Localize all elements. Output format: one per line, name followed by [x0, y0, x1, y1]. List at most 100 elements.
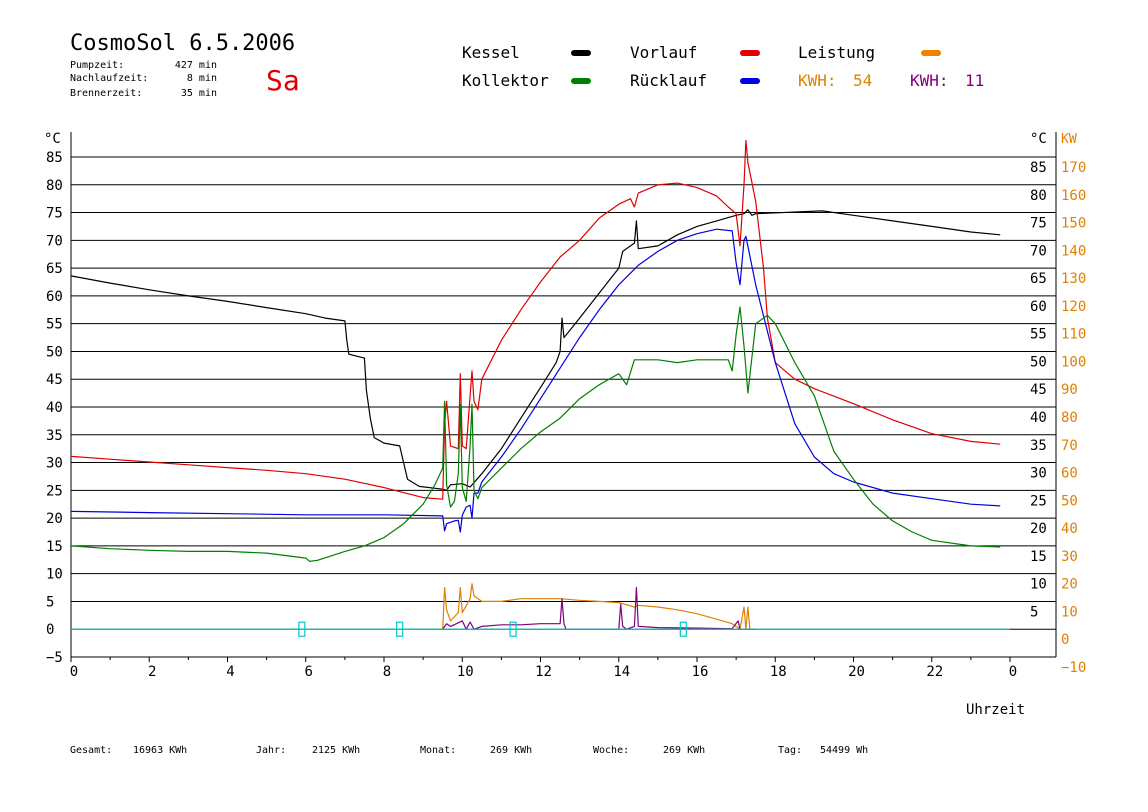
legend-label-kollektor: Kollektor [462, 71, 549, 90]
day-label: Sa [266, 64, 300, 97]
footer-value-woche: 269 KWh [663, 745, 705, 756]
y-right-tick-label: 20 [1030, 521, 1047, 537]
y-right-tick-label: 70 [1030, 243, 1047, 259]
y-left-tick-label: 70 [46, 233, 63, 249]
x-tick-label: 0 [70, 664, 78, 680]
y-right-tick-label: 65 [1030, 271, 1047, 287]
footer-value-gesamt: 16963 KWh [133, 745, 187, 756]
legend-swatch-vorlauf [740, 50, 760, 56]
legend-swatch-leistung [921, 50, 941, 56]
chart-title: CosmoSol 6.5.2006 [70, 31, 295, 56]
y-kw-tick-label: 110 [1061, 327, 1086, 343]
footer-label-woche: Woche: [593, 745, 629, 756]
y-right-tick-label: 45 [1030, 382, 1047, 398]
footer-label-tag: Tag: [778, 745, 802, 756]
y-left-tick-label: 10 [46, 567, 63, 583]
y-left-tick-label: −5 [46, 650, 63, 666]
tick-labels: 8580757065605550454035302520151050−58580… [46, 150, 1086, 680]
y-left-tick-label: 5 [46, 594, 54, 610]
y-left-tick-label: 50 [46, 344, 63, 360]
legend-label-vorlauf: Vorlauf [630, 43, 697, 62]
y-right-tick-label: 40 [1030, 410, 1047, 426]
x-tick-label: 14 [613, 664, 630, 680]
x-tick-label: 22 [926, 664, 943, 680]
stat-label-nachlaufzeit: Nachlaufzeit: [70, 73, 148, 84]
y-right-unit: °C [1030, 131, 1047, 147]
y-left-tick-label: 75 [46, 206, 63, 222]
y-right-tick-label: 10 [1030, 577, 1047, 593]
y-left-tick-label: 60 [46, 289, 63, 305]
y-kw-tick-label: 100 [1061, 354, 1086, 370]
y-right-tick-label: 5 [1030, 604, 1038, 620]
kwh-value-leistung: 54 [853, 71, 872, 90]
y-left-tick-label: 85 [46, 150, 63, 166]
footer-value-monat: 269 KWh [490, 745, 532, 756]
legend-swatch-ruecklauf [740, 78, 760, 84]
y-kw-tick-label: 70 [1061, 438, 1078, 454]
y-left-tick-label: 45 [46, 372, 63, 388]
y-kw-tick-label: 0 [1061, 632, 1069, 648]
x-tick-label: 10 [457, 664, 474, 680]
y-left-tick-label: 80 [46, 178, 63, 194]
x-tick-label: 4 [226, 664, 234, 680]
y-kw-tick-label: 30 [1061, 549, 1078, 565]
y-left-tick-label: 25 [46, 483, 63, 499]
stat-label-pumpzeit: Pumpzeit: [70, 60, 124, 71]
pump-marker [679, 621, 687, 637]
pump-marker [509, 621, 517, 637]
y-left-tick-label: 65 [46, 261, 63, 277]
x-tick-label: 20 [848, 664, 865, 680]
y-kw-tick-label: 60 [1061, 466, 1078, 482]
y-right-tick-label: 85 [1030, 160, 1047, 176]
footer-label-gesamt: Gesamt: [70, 745, 112, 756]
series-line-vorlauf [70, 139, 1001, 500]
kwh-value-purple: 11 [965, 71, 984, 90]
stat-label-brennerzeit: Brennerzeit: [70, 88, 142, 99]
y-left-tick-label: 30 [46, 456, 63, 472]
x-tick-label: 12 [535, 664, 552, 680]
legend: Kessel Kollektor Vorlauf Rücklauf Leistu… [462, 43, 984, 90]
kwh-label-purple: KWH: [910, 71, 949, 90]
y-right-tick-label: 55 [1030, 327, 1047, 343]
y-left-tick-label: 15 [46, 539, 63, 555]
footer-value-tag: 54499 Wh [820, 745, 868, 756]
footer-value-jahr: 2125 KWh [312, 745, 360, 756]
y-kw-tick-label: 40 [1061, 521, 1078, 537]
y-kw-tick-label: 80 [1061, 410, 1078, 426]
legend-swatch-kessel [571, 50, 591, 56]
y-kw-tick-label: 120 [1061, 299, 1086, 315]
pump-marker [298, 621, 306, 637]
y-right-tick-label: 50 [1030, 354, 1047, 370]
x-tick-label: 6 [305, 664, 313, 680]
y-kw-tick-label: 20 [1061, 577, 1078, 593]
series-line-kessel [70, 209, 1001, 491]
pump-markers [298, 621, 687, 637]
y-right-tick-label: 15 [1030, 549, 1047, 565]
y-left-unit: °C [44, 131, 61, 147]
series-line-kwh-11 [442, 587, 756, 630]
x-tick-label: 16 [692, 664, 709, 680]
pump-marker [396, 621, 404, 637]
x-tick-label: 0 [1009, 664, 1017, 680]
grid [70, 132, 1057, 658]
y-left-tick-label: 35 [46, 428, 63, 444]
stat-value-pumpzeit: 427 min [175, 60, 217, 71]
stat-value-brennerzeit: 35 min [181, 88, 217, 99]
y-right-tick-label: 25 [1030, 493, 1047, 509]
y-kw-unit: KW [1061, 132, 1077, 147]
kwh-label-leistung: KWH: [798, 71, 837, 90]
x-tick-label: 8 [383, 664, 391, 680]
x-tick-label: 18 [770, 664, 787, 680]
footer-label-jahr: Jahr: [256, 745, 286, 756]
legend-swatch-kollektor [571, 78, 591, 84]
series-line-r-cklauf [70, 228, 1001, 533]
y-kw-tick-label: −10 [1061, 660, 1086, 676]
x-tick-label: 2 [148, 664, 156, 680]
y-kw-tick-label: 130 [1061, 271, 1086, 287]
series-line-leistung [442, 583, 751, 630]
legend-label-kessel: Kessel [462, 43, 520, 62]
y-kw-tick-label: 90 [1061, 382, 1078, 398]
series-layer [70, 139, 1010, 630]
y-left-tick-label: 40 [46, 400, 63, 416]
